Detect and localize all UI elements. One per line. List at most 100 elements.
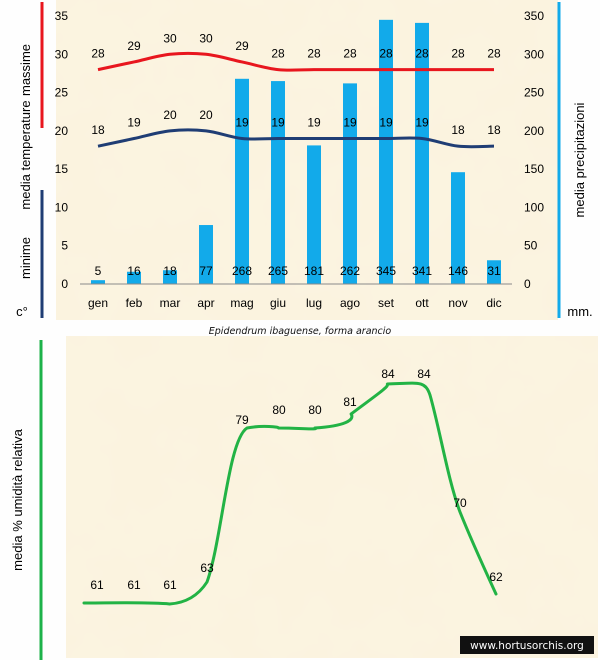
humidity-data-label: 80 (272, 403, 286, 417)
left-tick-label: 35 (55, 9, 69, 23)
max-temperature-label: 28 (379, 47, 393, 61)
min-temperature-label: 18 (487, 123, 501, 137)
precipitation-data-label: 341 (412, 264, 432, 278)
precipitation-data-label: 146 (448, 264, 468, 278)
left-tick-label: 30 (55, 47, 69, 61)
humidity-chart: 61 61 61 63 79 80 80 81 84 84 70 62 (82, 367, 503, 606)
bottom-chart-background (66, 336, 598, 658)
max-temperature-line (97, 51, 494, 72)
right-tick-label: 350 (524, 9, 544, 23)
right-tick-label: 100 (524, 200, 544, 214)
right-tick-label: 150 (524, 162, 544, 176)
month-tick-label: giu (270, 296, 286, 310)
max-temperature-label: 28 (415, 47, 429, 61)
month-tick-label: ago (340, 296, 360, 310)
month-tick-label: mag (230, 296, 253, 310)
max-temperature-label: 28 (451, 47, 465, 61)
precipitation-data-label: 345 (376, 264, 396, 278)
max-temperature-label: 28 (271, 47, 285, 61)
humidity-line (82, 381, 498, 606)
min-temperature-label: 18 (451, 123, 465, 137)
right-tick-label: 0 (524, 277, 531, 291)
precipitation-data-label: 262 (340, 264, 360, 278)
min-temperature-label: 20 (163, 108, 177, 122)
precipitation-bar (379, 19, 393, 284)
month-tick-label: gen (88, 296, 108, 310)
humidity-data-label: 84 (417, 367, 431, 381)
left-tick-label: 10 (55, 200, 69, 214)
month-tick-label: mar (160, 296, 181, 310)
month-tick-label: set (378, 296, 395, 310)
max-temperature-label: 28 (91, 47, 105, 61)
precipitation-bar (343, 83, 357, 284)
min-temperature-label: 18 (91, 123, 105, 137)
min-temperature-label: 19 (379, 116, 393, 130)
species-caption: Epidendrum ibaguense, forma arancio (209, 326, 392, 337)
left-tick-label: 20 (55, 124, 69, 138)
left-tick-label: 15 (55, 162, 69, 176)
precipitation-data-label: 31 (487, 264, 501, 278)
minime-label: minime (18, 237, 33, 279)
left-tick-label: 0 (61, 277, 68, 291)
right-tick-label: 200 (524, 124, 544, 138)
media-precipitazioni-label: media precipitazioni (572, 102, 587, 217)
max-temperature-label: 29 (235, 39, 249, 53)
precipitation-data-label: 265 (268, 264, 288, 278)
precipitation-bar (163, 270, 177, 284)
temperature-unit-label: c° (16, 304, 28, 319)
max-temperature-label: 28 (343, 47, 357, 61)
max-temperature-label: 28 (307, 47, 321, 61)
precipitation-data-label: 268 (232, 264, 252, 278)
min-temperature-label: 19 (271, 116, 285, 130)
precipitation-data-label: 18 (163, 264, 177, 278)
credit-background (460, 636, 594, 654)
left-tick-label: 5 (61, 239, 68, 253)
precipitation-bar (127, 271, 141, 284)
right-tick-label: 300 (524, 47, 544, 61)
humidity-data-label: 62 (489, 570, 503, 584)
precipitation-bar (307, 145, 321, 284)
humidity-data-label: 70 (453, 496, 467, 510)
humidity-data-label: 61 (127, 578, 141, 592)
month-tick-label: lug (306, 296, 322, 310)
website-credit: www.hortusorchis.org (470, 640, 584, 652)
min-temperature-label: 19 (343, 116, 357, 130)
month-tick-label: dic (486, 296, 501, 310)
min-temperature-label: 20 (199, 108, 213, 122)
month-tick-label: feb (126, 296, 143, 310)
month-tick-label: apr (197, 296, 214, 310)
precipitation-unit-label: mm. (567, 304, 592, 319)
precipitation-data-label: 181 (304, 264, 324, 278)
min-temperature-label: 19 (415, 116, 429, 130)
max-temperature-label: 30 (163, 31, 177, 45)
left-tick-label: 25 (55, 86, 69, 100)
precipitation-bar (415, 22, 429, 285)
max-temperature-label: 28 (487, 47, 501, 61)
max-temperature-label: 30 (199, 31, 213, 45)
min-temperature-label: 19 (235, 116, 249, 130)
min-temperature-label: 19 (127, 116, 141, 130)
humidity-data-label: 81 (343, 395, 357, 409)
precipitation-bar (487, 260, 501, 284)
precipitation-bar (451, 172, 465, 284)
humidity-data-label: 61 (163, 578, 177, 592)
massime-label: massime (18, 44, 33, 96)
right-tick-label: 50 (524, 239, 538, 253)
month-tick-label: nov (448, 296, 467, 310)
precipitation-data-label: 77 (199, 264, 213, 278)
humidity-data-label: 61 (90, 578, 104, 592)
temperature-precipitation-chart: 5 16 18 77 268 265 181 262 345 341 146 31 28 29 30 30 29… (55, 9, 545, 310)
media-temperature-label: media temperature (18, 100, 33, 209)
precipitation-data-label: 5 (95, 264, 102, 278)
humidity-axis-label: media % umidità relativa (10, 428, 25, 570)
right-tick-label: 250 (524, 86, 544, 100)
min-temperature-label: 19 (307, 116, 321, 130)
precipitation-bar (235, 78, 249, 284)
humidity-data-label: 79 (235, 413, 249, 427)
precipitation-bar (91, 280, 105, 284)
precipitation-data-label: 16 (127, 264, 141, 278)
month-tick-label: ott (415, 296, 429, 310)
precipitation-bar (271, 81, 285, 284)
precipitation-bar (199, 225, 213, 284)
